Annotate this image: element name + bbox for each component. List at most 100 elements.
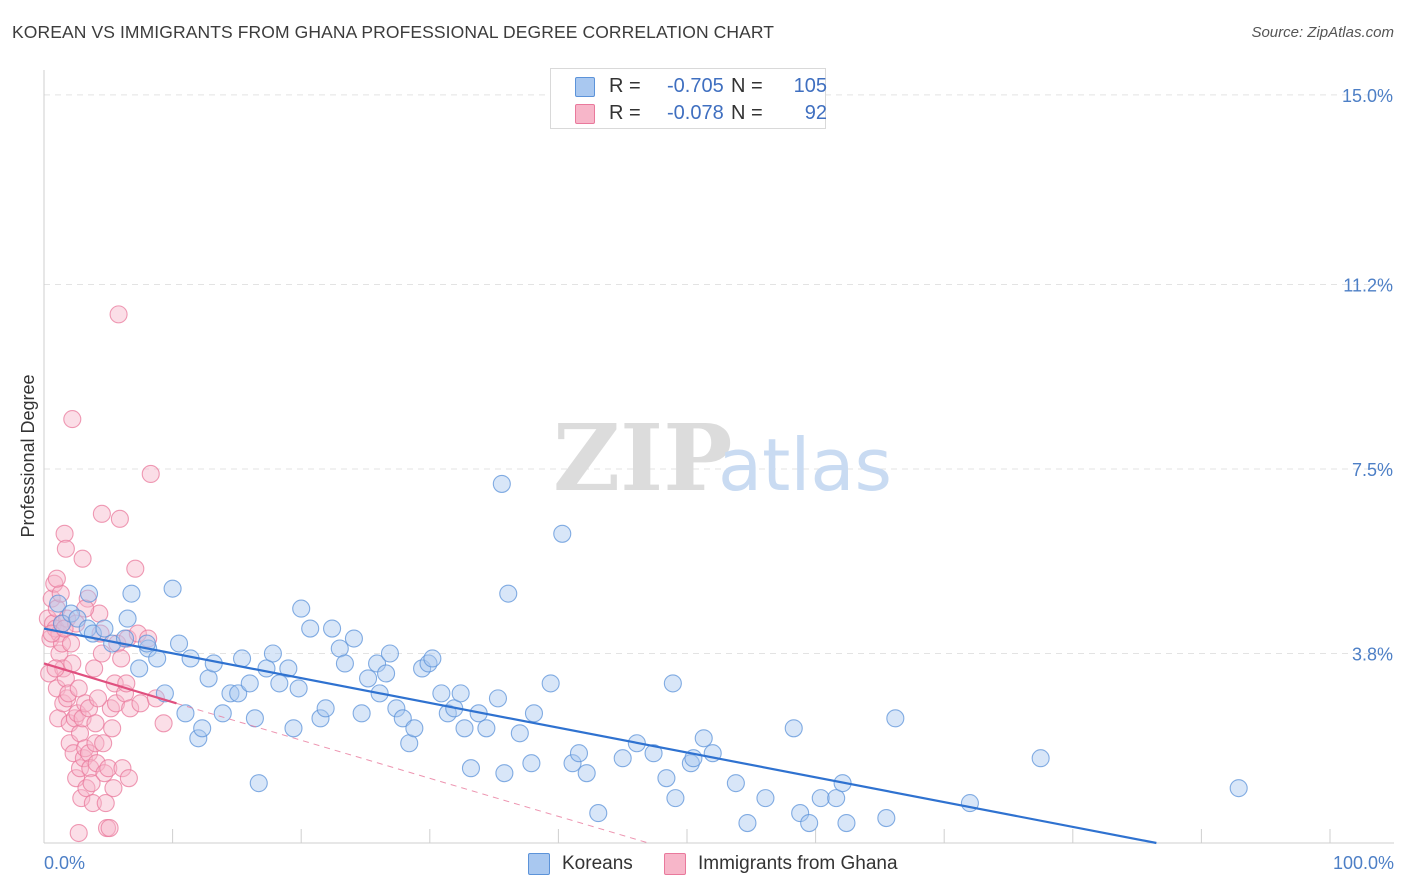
ghana-point xyxy=(72,789,91,808)
korean-point xyxy=(784,719,803,738)
korean-point xyxy=(589,804,608,823)
korean-point xyxy=(666,789,685,808)
korean-point xyxy=(311,709,330,728)
ghana-point xyxy=(88,689,108,708)
korean-point xyxy=(877,809,896,828)
ghana-point xyxy=(110,509,129,528)
korean-point xyxy=(289,679,308,698)
ghana-trend-line xyxy=(43,662,177,705)
series-legend: Koreans Immigrants from Ghana xyxy=(0,851,1406,879)
x-tick-label-min: 0.0% xyxy=(44,853,85,873)
korean-point xyxy=(79,584,99,603)
korean-point xyxy=(359,669,378,688)
legend-swatch-koreans xyxy=(575,77,595,97)
korean-point xyxy=(811,789,830,808)
ghana-point xyxy=(121,699,140,718)
axes xyxy=(43,70,1394,844)
korean-point xyxy=(368,654,387,673)
legend-r-value: -0.705 xyxy=(667,75,724,97)
korean-point xyxy=(553,524,572,543)
korean-point xyxy=(335,654,354,673)
korean-point xyxy=(791,804,810,823)
ghana-point xyxy=(69,679,88,698)
korean-point xyxy=(488,689,508,708)
korean-point xyxy=(569,744,589,763)
ghana-point xyxy=(45,574,64,593)
korean-point xyxy=(800,814,819,833)
korean-point xyxy=(279,659,298,678)
korean-point xyxy=(95,619,114,638)
series-swatch-ghana xyxy=(664,853,686,875)
korean-point xyxy=(663,674,682,693)
legend-r-label: R = xyxy=(609,102,641,124)
korean-point xyxy=(827,789,846,808)
ghana-point xyxy=(86,714,105,733)
korean-point xyxy=(1031,749,1050,768)
korean-point xyxy=(423,649,442,668)
ghana-point xyxy=(56,539,75,558)
x-ticks xyxy=(43,829,1331,843)
chart-title: KOREAN VS IMMIGRANTS FROM GHANA PROFESSI… xyxy=(12,22,775,42)
ghana-point xyxy=(69,823,88,843)
ghana-point xyxy=(119,769,138,788)
ghana-point xyxy=(55,524,74,543)
korean-point xyxy=(118,609,137,628)
korean-point xyxy=(499,584,518,603)
korean-point xyxy=(49,594,68,613)
ghana-point xyxy=(73,549,92,568)
korean-point xyxy=(524,704,544,723)
ghana-point xyxy=(109,305,128,324)
korean-point xyxy=(726,774,745,793)
y-tick-label: 7.5% xyxy=(1352,460,1393,480)
ghana-point xyxy=(59,684,78,703)
korean-point xyxy=(694,729,713,748)
legend-swatch-ghana xyxy=(575,104,595,124)
series-label-ghana: Immigrants from Ghana xyxy=(698,853,898,874)
korean-point xyxy=(613,749,632,768)
ghana-point xyxy=(77,779,96,798)
korean-point xyxy=(495,764,514,783)
ghana-point xyxy=(104,779,123,798)
korean-point xyxy=(387,699,406,718)
korean-point xyxy=(245,709,264,728)
koreans-series xyxy=(49,474,1248,833)
korean-point xyxy=(169,634,189,653)
y-tick-label: 11.2% xyxy=(1343,275,1393,295)
korean-point xyxy=(240,674,259,693)
korean-point xyxy=(837,814,856,833)
y-tick-label: 15.0% xyxy=(1342,86,1393,106)
ghana-point xyxy=(99,759,118,778)
legend-r-label: R = xyxy=(609,75,641,97)
korean-point xyxy=(229,684,248,703)
ghana-point xyxy=(70,759,90,778)
korean-point xyxy=(432,684,451,703)
ghana-point xyxy=(76,599,95,618)
legend-n-value: 92 xyxy=(804,102,827,124)
ghana-point xyxy=(87,754,106,773)
trend-lines xyxy=(43,627,1157,845)
koreans-trend-line xyxy=(43,627,1157,845)
correlation-legend: R = -0.705 N = 105 R = -0.078 N = 92 xyxy=(550,68,827,129)
ghana-series xyxy=(38,305,173,843)
korean-point xyxy=(461,759,481,778)
korean-point xyxy=(270,674,289,693)
korean-point xyxy=(316,699,335,718)
watermark-atlas: atlas xyxy=(718,423,892,507)
korean-point xyxy=(221,684,240,703)
ghana-point xyxy=(92,504,111,523)
korean-point xyxy=(213,704,232,723)
korean-point xyxy=(451,684,470,703)
watermark-zip: ZIP xyxy=(553,404,732,512)
ghana-point xyxy=(82,774,101,793)
grid-lines xyxy=(44,94,1394,654)
korean-point xyxy=(644,744,663,763)
watermark: ZIP atlas xyxy=(553,404,892,512)
ghana-point xyxy=(146,689,165,708)
korean-point xyxy=(193,719,212,738)
korean-point xyxy=(681,754,700,773)
korean-point xyxy=(1229,779,1248,798)
ghana-point xyxy=(86,734,105,753)
korean-point xyxy=(756,789,775,808)
korean-point xyxy=(393,709,412,728)
